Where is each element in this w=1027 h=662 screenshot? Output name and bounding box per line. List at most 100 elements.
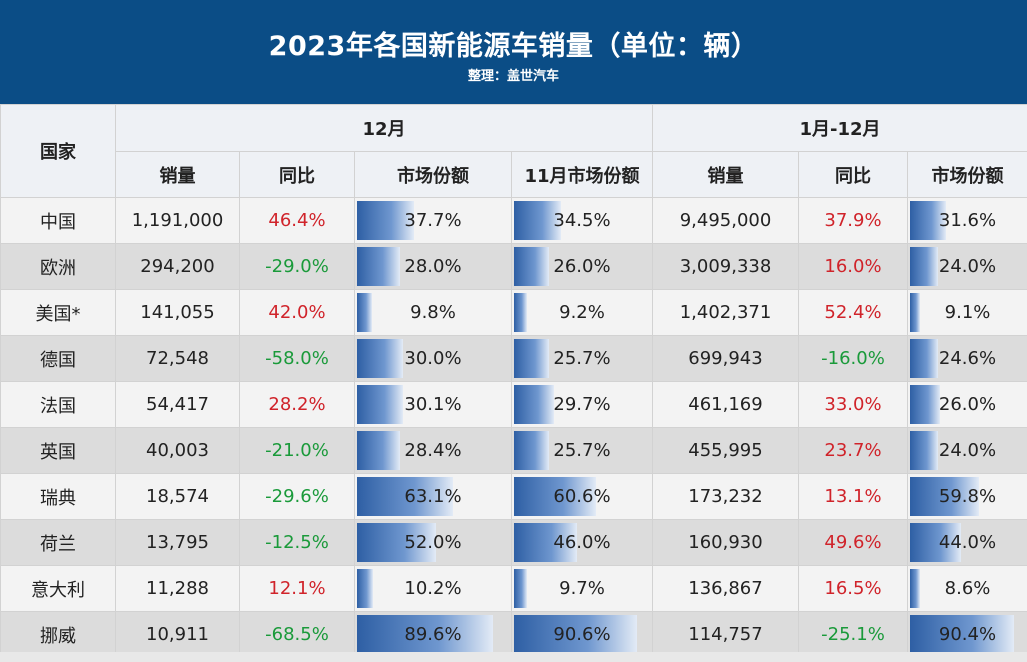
- share-bar: [910, 523, 961, 562]
- share-bar: [357, 523, 437, 562]
- nov-share-cell: 46.0%: [511, 519, 653, 566]
- dec-yoy-cell: -68.5%: [239, 611, 355, 658]
- year-yoy-cell: -16.0%: [798, 335, 908, 382]
- year-sales-cell: 1,402,371: [652, 289, 799, 336]
- share-value: 9.2%: [559, 302, 605, 323]
- page-title: 2023年各国新能源车销量（单位：辆）: [268, 31, 759, 62]
- year-share-cell: 59.8%: [906, 473, 1027, 520]
- year-sales-cell: 173,232: [652, 473, 799, 520]
- country-cell: 英国: [0, 427, 116, 474]
- sales-table: 国家 12月 1月-12月 销量 同比 市场份额 11月市场份额 销量 同比 市…: [0, 104, 1027, 658]
- year-sales-cell: 160,930: [652, 519, 799, 566]
- dec-yoy-cell: -29.0%: [239, 243, 355, 290]
- dec-sales-cell: 294,200: [115, 243, 240, 290]
- share-bar: [910, 615, 1014, 654]
- year-yoy-cell: 13.1%: [798, 473, 908, 520]
- year-share-cell: 90.4%: [906, 611, 1027, 658]
- table-row: 意大利 11,288 12.1% 10.2% 9.7% 136,867 16.5% 8.6%: [0, 565, 1027, 612]
- country-cell: 法国: [0, 381, 116, 428]
- table-body: 中国 1,191,000 46.4% 37.7% 34.5% 9,495,000 37.9%…: [0, 197, 1027, 658]
- share-value: 8.6%: [944, 578, 991, 599]
- year-yoy-cell: 49.6%: [798, 519, 908, 566]
- header-nov-share: 11月市场份额: [511, 151, 653, 198]
- dec-share-cell: 9.8%: [354, 289, 512, 336]
- share-value: 31.6%: [938, 210, 997, 231]
- share-bar: [514, 201, 561, 240]
- nov-share-cell: 60.6%: [511, 473, 653, 520]
- share-bar: [514, 247, 550, 286]
- share-value: 90.6%: [553, 624, 611, 645]
- share-value: 28.4%: [404, 440, 462, 461]
- share-value: 24.6%: [938, 348, 997, 369]
- share-bar: [514, 431, 549, 470]
- dec-sales-cell: 141,055: [115, 289, 240, 336]
- share-value: 26.0%: [938, 394, 997, 415]
- dec-yoy-cell: -21.0%: [239, 427, 355, 474]
- share-value: 89.6%: [404, 624, 462, 645]
- country-cell: 美国*: [0, 289, 116, 336]
- nov-share-cell: 90.6%: [511, 611, 653, 658]
- header-group-full-year: 1月-12月: [651, 104, 1027, 152]
- table-row: 荷兰 13,795 -12.5% 52.0% 46.0% 160,930 49.6% 44.0…: [0, 519, 1027, 566]
- share-bar: [910, 385, 940, 424]
- share-bar: [357, 477, 453, 516]
- share-bar: [910, 569, 920, 608]
- nov-share-cell: 25.7%: [511, 427, 653, 474]
- header-year-sales: 销量: [652, 151, 799, 198]
- country-cell: 德国: [0, 335, 116, 382]
- country-cell: 中国: [0, 197, 116, 244]
- dec-share-cell: 28.0%: [354, 243, 512, 290]
- year-yoy-cell: 37.9%: [798, 197, 908, 244]
- share-value: 28.0%: [404, 256, 462, 277]
- share-value: 25.7%: [553, 440, 611, 461]
- country-cell: 欧洲: [0, 243, 116, 290]
- share-value: 37.7%: [404, 210, 462, 231]
- share-value: 9.8%: [410, 302, 456, 323]
- table-row: 法国 54,417 28.2% 30.1% 29.7% 461,169 33.0% 26.0%: [0, 381, 1027, 428]
- dec-share-cell: 10.2%: [354, 565, 512, 612]
- dec-share-cell: 89.6%: [354, 611, 512, 658]
- nov-share-cell: 9.2%: [511, 289, 653, 336]
- share-bar: [514, 569, 528, 608]
- dec-share-cell: 52.0%: [354, 519, 512, 566]
- share-bar: [910, 339, 939, 378]
- share-bar: [514, 339, 549, 378]
- dec-share-cell: 28.4%: [354, 427, 512, 474]
- share-bar: [514, 385, 555, 424]
- share-value: 25.7%: [553, 348, 611, 369]
- year-sales-cell: 136,867: [652, 565, 799, 612]
- share-value: 63.1%: [404, 486, 462, 507]
- dec-yoy-cell: -58.0%: [239, 335, 355, 382]
- share-bar: [357, 569, 373, 608]
- share-bar: [910, 201, 947, 240]
- dec-share-cell: 63.1%: [354, 473, 512, 520]
- year-sales-cell: 455,995: [652, 427, 799, 474]
- year-yoy-cell: 52.4%: [798, 289, 908, 336]
- header-dec-sales: 销量: [115, 151, 240, 198]
- year-yoy-cell: -25.1%: [798, 611, 908, 658]
- header-dec-yoy: 同比: [239, 151, 355, 198]
- share-bar: [357, 293, 372, 332]
- year-yoy-cell: 33.0%: [798, 381, 908, 428]
- header-group-december: 12月: [115, 104, 653, 152]
- year-share-cell: 24.6%: [906, 335, 1027, 382]
- dec-share-cell: 30.0%: [354, 335, 512, 382]
- share-bar: [910, 247, 938, 286]
- share-bar: [910, 293, 921, 332]
- year-share-cell: 44.0%: [906, 519, 1027, 566]
- share-value: 10.2%: [404, 578, 462, 599]
- header-country: 国家: [0, 104, 116, 198]
- year-sales-cell: 9,495,000: [652, 197, 799, 244]
- share-bar: [357, 339, 403, 378]
- table-row: 英国 40,003 -21.0% 28.4% 25.7% 455,995 23.7% 24.0…: [0, 427, 1027, 474]
- dec-sales-cell: 13,795: [115, 519, 240, 566]
- dec-yoy-cell: -29.6%: [239, 473, 355, 520]
- year-sales-cell: 114,757: [652, 611, 799, 658]
- nov-share-cell: 9.7%: [511, 565, 653, 612]
- dec-sales-cell: 40,003: [115, 427, 240, 474]
- dec-sales-cell: 72,548: [115, 335, 240, 382]
- year-sales-cell: 3,009,338: [652, 243, 799, 290]
- share-value: 9.7%: [559, 578, 605, 599]
- share-bar: [514, 293, 527, 332]
- table-row: 欧洲 294,200 -29.0% 28.0% 26.0% 3,009,338 16.0% 2…: [0, 243, 1027, 290]
